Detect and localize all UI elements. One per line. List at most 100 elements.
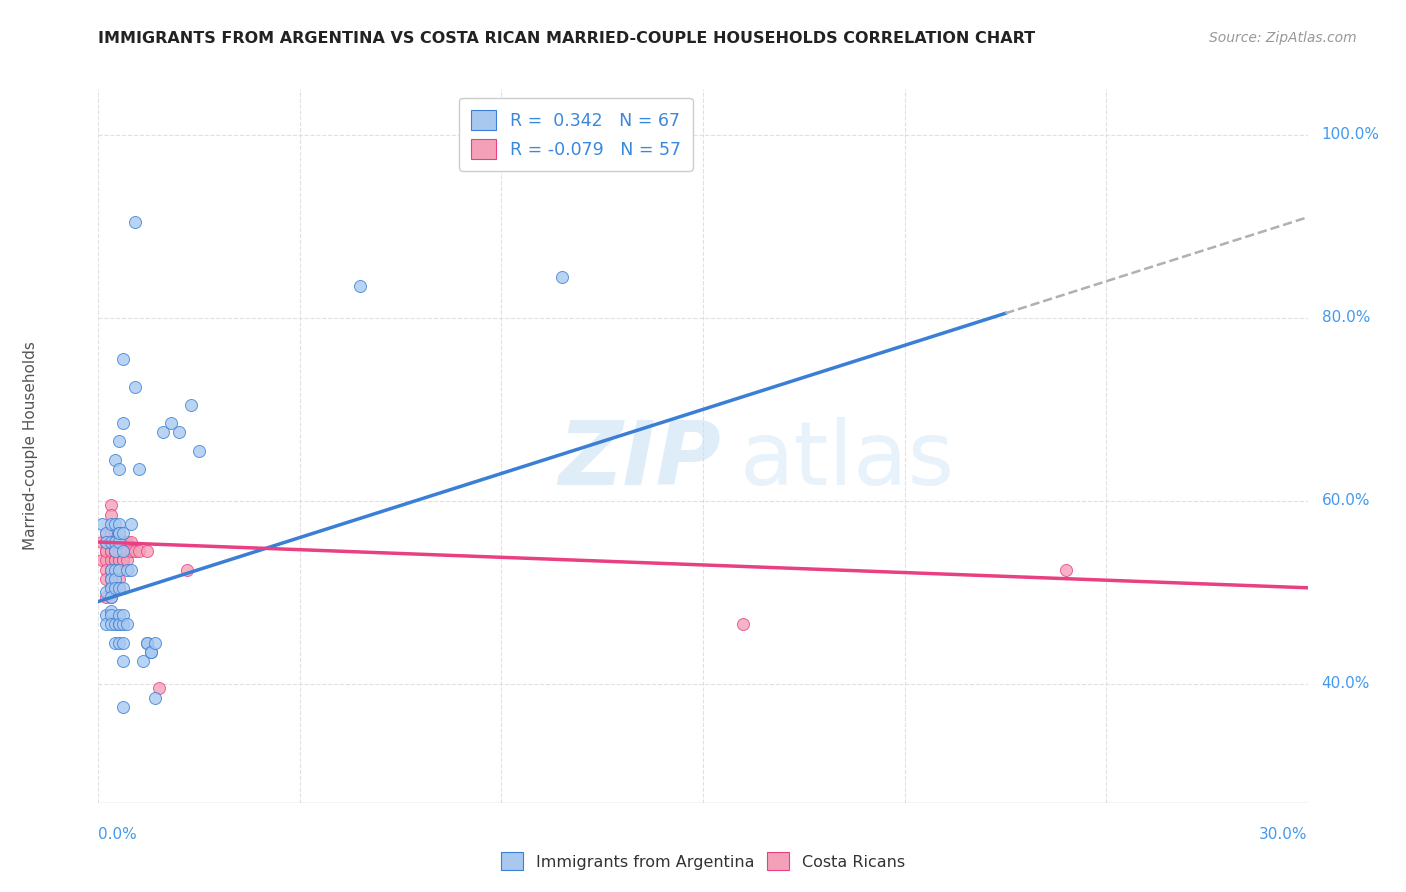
Legend: Immigrants from Argentina, Costa Ricans: Immigrants from Argentina, Costa Ricans (495, 846, 911, 877)
Point (107, 525, 129, 540)
Point (100, 535, 122, 549)
Point (96, 525, 118, 540)
Point (143, 636, 166, 650)
Point (100, 590, 122, 604)
Point (107, 434, 129, 449)
Text: Married-couple Households: Married-couple Households (24, 342, 38, 550)
Point (128, 462, 150, 476)
Point (107, 581, 129, 595)
Point (96, 544, 118, 558)
Point (103, 544, 125, 558)
Point (143, 690, 166, 705)
Point (111, 553, 134, 567)
Point (103, 562, 125, 576)
Text: ZIP: ZIP (558, 417, 721, 504)
Point (107, 617, 129, 632)
Point (103, 617, 125, 632)
Point (135, 544, 157, 558)
Point (103, 572, 125, 586)
Text: 80.0%: 80.0% (1322, 310, 1369, 326)
Point (103, 544, 125, 558)
Point (1054, 562, 1077, 576)
Point (103, 553, 125, 567)
Point (91, 553, 114, 567)
Point (103, 544, 125, 558)
Point (96, 535, 118, 549)
Point (100, 553, 122, 567)
Point (111, 636, 134, 650)
Point (100, 544, 122, 558)
Point (188, 443, 211, 458)
Point (107, 572, 129, 586)
Point (100, 608, 122, 623)
Point (96, 590, 118, 604)
Point (103, 544, 125, 558)
Point (139, 645, 162, 659)
Point (100, 525, 122, 540)
Point (124, 544, 146, 558)
Point (111, 544, 134, 558)
Point (107, 525, 129, 540)
Point (91, 535, 114, 549)
Point (100, 499, 122, 513)
Point (96, 562, 118, 576)
Point (103, 525, 125, 540)
Point (96, 544, 118, 558)
Point (96, 572, 118, 586)
Point (120, 544, 142, 558)
Point (103, 636, 125, 650)
Point (107, 544, 129, 558)
Point (111, 581, 134, 595)
Point (128, 544, 150, 558)
Point (96, 617, 118, 632)
Point (111, 617, 134, 632)
Point (100, 508, 122, 522)
Point (120, 516, 142, 531)
Point (111, 553, 134, 567)
Text: atlas: atlas (740, 417, 955, 504)
Point (100, 562, 122, 576)
Text: 40.0%: 40.0% (1322, 676, 1369, 691)
Point (103, 535, 125, 549)
Point (120, 562, 142, 576)
Point (160, 416, 183, 430)
Point (551, 269, 574, 284)
Point (103, 562, 125, 576)
Point (349, 279, 371, 293)
Text: 30.0%: 30.0% (1260, 827, 1308, 841)
Point (107, 516, 129, 531)
Point (115, 535, 138, 549)
Text: Source: ZipAtlas.com: Source: ZipAtlas.com (1209, 31, 1357, 45)
Point (96, 608, 118, 623)
Point (91, 516, 114, 531)
Point (107, 462, 129, 476)
Text: 100.0%: 100.0% (1322, 128, 1379, 143)
Point (115, 553, 138, 567)
Point (100, 604, 122, 618)
Point (103, 516, 125, 531)
Point (100, 581, 122, 595)
Point (733, 617, 755, 632)
Point (148, 681, 170, 696)
Point (103, 452, 125, 467)
Point (135, 636, 157, 650)
Point (111, 699, 134, 714)
Point (100, 544, 122, 558)
Point (107, 553, 129, 567)
Point (111, 544, 134, 558)
Point (107, 535, 129, 549)
Point (100, 572, 122, 586)
Point (96, 525, 118, 540)
Point (139, 645, 162, 659)
Point (111, 544, 134, 558)
Point (100, 562, 122, 576)
Text: 0.0%: 0.0% (98, 827, 138, 841)
Point (103, 553, 125, 567)
Point (100, 572, 122, 586)
Point (103, 553, 125, 567)
Point (115, 617, 138, 632)
Point (107, 617, 129, 632)
Point (176, 562, 198, 576)
Point (124, 215, 146, 229)
Point (180, 398, 202, 412)
